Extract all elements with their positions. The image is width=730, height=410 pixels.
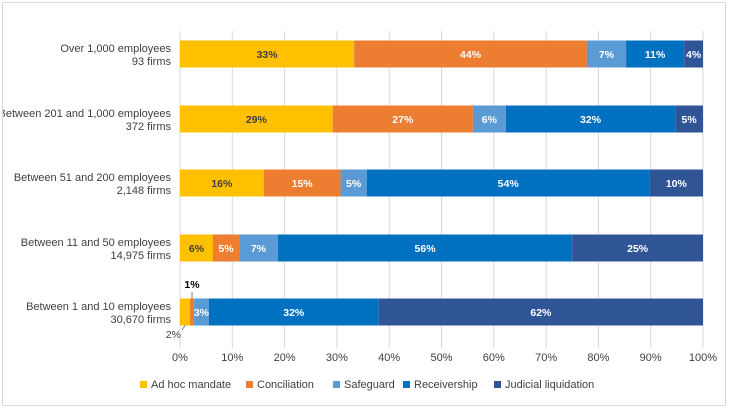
bar-segment: [263, 169, 341, 197]
x-tick-label: 20%: [274, 352, 296, 364]
annotations: 1% 2%: [166, 279, 200, 341]
data-label: 10%: [666, 178, 688, 190]
category-label: Between 51 and 200 employees: [14, 172, 172, 184]
x-tick-label: 100%: [689, 352, 717, 364]
x-tick-label: 90%: [640, 352, 662, 364]
annotation-label: 1%: [184, 279, 200, 291]
bars: [180, 40, 703, 326]
legend-swatch: [403, 381, 410, 388]
data-label: 5%: [218, 243, 234, 255]
category-firm-count: 14,975 firms: [110, 250, 171, 262]
category-firm-count: 2,148 firms: [117, 185, 172, 197]
legend-label: Judicial liquidation: [505, 379, 594, 391]
data-label: 6%: [482, 114, 498, 126]
data-label: 32%: [283, 307, 305, 319]
bar-segment: [626, 40, 685, 68]
data-label: 3%: [194, 307, 210, 319]
legend-swatch: [494, 381, 501, 388]
bar-segment: [180, 105, 333, 133]
x-tick-label: 40%: [378, 352, 400, 364]
data-label: 7%: [599, 49, 615, 61]
data-label: 33%: [257, 49, 279, 61]
bar-segment: [277, 234, 573, 262]
legend-swatch: [246, 381, 253, 388]
x-tick-label: 70%: [535, 352, 557, 364]
chart-frame: Over 1,000 employees 93 firms Between 201 …: [2, 2, 726, 406]
bar-segment: [366, 169, 650, 197]
x-axis-tick-labels: 0% 10% 20% 30% 40% 50% 60% 70% 80% 90% 100%: [172, 352, 717, 364]
category-label: Between 1 and 10 employees: [26, 301, 171, 313]
data-label: 16%: [211, 178, 233, 190]
bar-segment: [212, 234, 240, 262]
category-firm-count: 372 firms: [126, 121, 172, 133]
category-label: Between 11 and 50 employees: [21, 237, 172, 249]
bar-segment: [208, 298, 379, 326]
bar-segment: [189, 298, 195, 326]
category-label: Between 201 and 1,000 employees: [3, 108, 171, 120]
data-label: 44%: [460, 49, 482, 61]
data-label: 15%: [292, 178, 314, 190]
bar-segment: [586, 40, 627, 68]
data-label: 25%: [627, 243, 649, 255]
bar-segment: [472, 105, 506, 133]
bar-segment: [340, 169, 367, 197]
x-tick-label: 80%: [587, 352, 609, 364]
bar-segment: [572, 234, 703, 262]
data-label: 5%: [346, 178, 362, 190]
bar-segment: [505, 105, 676, 133]
bar-segment: [675, 105, 703, 133]
legend: Ad hoc mandate Conciliation Safeguard Recei…: [140, 379, 594, 391]
legend-label: Receivership: [414, 379, 478, 391]
bar-segment: [684, 40, 703, 68]
bar-segment: [649, 169, 703, 197]
data-label: 29%: [246, 114, 268, 126]
bar-segment: [194, 298, 209, 326]
data-label: 5%: [682, 114, 698, 126]
bar-segment: [354, 40, 587, 68]
data-label: 6%: [189, 243, 205, 255]
data-label: 4%: [686, 49, 702, 61]
data-label: 11%: [645, 49, 666, 61]
category-firm-count: 30,670 firms: [110, 314, 171, 326]
x-tick-label: 0%: [172, 352, 188, 364]
annotation-label: 2%: [166, 329, 181, 341]
category-firm-count: 93 firms: [132, 56, 172, 68]
x-tick-label: 30%: [326, 352, 348, 364]
bar-segment: [378, 298, 703, 326]
legend-label: Ad hoc mandate: [151, 379, 231, 391]
x-tick-label: 10%: [221, 352, 243, 364]
legend-swatch: [333, 381, 340, 388]
data-label: 54%: [498, 178, 520, 190]
data-label: 56%: [415, 243, 437, 255]
category-label: Over 1,000 employees: [60, 43, 171, 55]
bar-segment: [180, 298, 190, 326]
data-label: 27%: [392, 114, 414, 126]
data-label: 7%: [251, 243, 267, 255]
data-label: 62%: [530, 307, 552, 319]
legend-swatch: [140, 381, 147, 388]
bar-segment: [180, 40, 355, 68]
x-tick-label: 60%: [483, 352, 505, 364]
data-label: 32%: [580, 114, 602, 126]
x-tick-label: 50%: [430, 352, 452, 364]
bar-segment: [180, 234, 213, 262]
bar-segment: [332, 105, 473, 133]
bar-segment: [180, 169, 264, 197]
annotation-leader-line: [181, 325, 186, 331]
data-labels: 33% 44% 7% 11% 4% 29% 27% 6% 32% 5% 16% 15% 5% 54% 10%…: [189, 49, 702, 319]
legend-label: Conciliation: [257, 379, 314, 391]
bar-segment: [239, 234, 278, 262]
legend-label: Safeguard: [344, 379, 395, 391]
